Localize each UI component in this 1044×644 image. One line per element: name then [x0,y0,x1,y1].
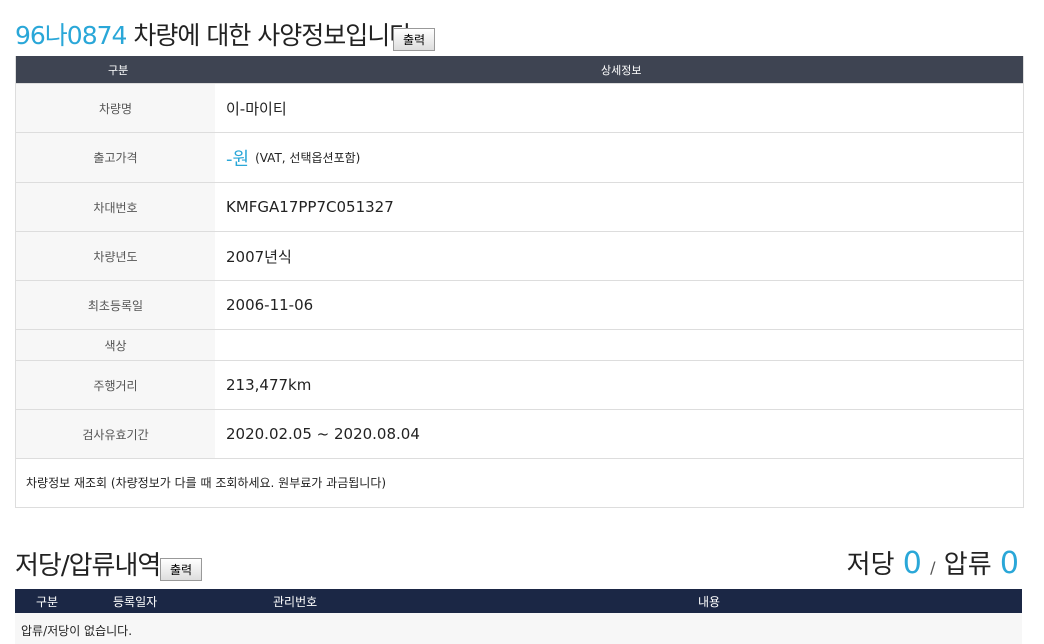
seizure-label: 압류 [943,550,992,580]
value-text: 2006-11-06 [226,296,314,314]
print-button[interactable]: 출력 [160,558,203,581]
liens-title: 저당/압류내역 [15,551,161,581]
value-text: 2020.02.05 ~ 2020.08.04 [226,425,420,443]
seizure-count: 0 [999,546,1019,581]
row-value: 이-마이티 [226,84,287,132]
value-text: KMFGA17PP7C051327 [226,198,394,216]
row-value: KMFGA17PP7C051327 [226,183,394,231]
value-text: 이-마이티 [226,99,287,118]
separator: / [930,558,936,577]
value-text: -원 [226,148,250,170]
table-row: 색상 [16,329,1023,360]
table-row: 주행거리 213,477km [16,360,1023,409]
empty-message: 압류/저당이 없습니다. [21,624,133,638]
value-note: (VAT, 선택옵션포함) [255,151,361,165]
row-label: 출고가격 [16,133,215,182]
row-label: 최초등록일 [16,281,215,329]
print-button[interactable]: 출력 [393,28,436,51]
page-title: 96나0874 차량에 대한 사양정보입니다. [15,16,419,52]
row-label: 차량명 [16,84,215,132]
table-row: 차대번호 KMFGA17PP7C051327 [16,182,1023,231]
liens-empty-row: 압류/저당이 없습니다. [15,613,1022,644]
mortgage-label: 저당 [846,550,895,580]
column: 구분 [36,595,59,609]
table-row: 출고가격 -원 (VAT, 선택옵션포함) [16,132,1023,182]
row-value: 213,477km [226,361,311,409]
table-header: 구분 상세정보 [16,56,1023,83]
row-value: 2020.02.05 ~ 2020.08.04 [226,410,420,458]
refresh-note[interactable]: 차량정보 재조회 (차량정보가 다를 때 조회하세요. 원부료가 과금됩니다) [26,476,387,490]
row-value: -원 (VAT, 선택옵션포함) [226,133,360,182]
row-label: 주행거리 [16,361,215,409]
value-text: 2007년식 [226,247,292,266]
header-label: 구분 [108,64,129,77]
row-label: 검사유효기간 [16,410,215,458]
title-text: 차량에 대한 사양정보입니다. [133,21,419,50]
row-label: 색상 [16,330,215,360]
header-detail: 상세정보 [601,64,642,77]
row-value: 2006-11-06 [226,281,313,329]
table-row: 차량명 이-마이티 [16,83,1023,132]
mortgage-count: 0 [902,546,922,581]
value-text: 213,477km [226,376,312,394]
table-row: 최초등록일 2006-11-06 [16,280,1023,329]
liens-summary: 저당 0 / 압류 0 [847,544,1019,581]
column: 관리번호 [273,595,318,609]
row-label: 차량년도 [16,232,215,280]
column: 내용 [698,595,721,609]
plate: 96나0874 [15,21,127,50]
refresh-row: 차량정보 재조회 (차량정보가 다를 때 조회하세요. 원부료가 과금됩니다) [16,458,1023,507]
table-row: 검사유효기간 2020.02.05 ~ 2020.08.04 [16,409,1023,458]
table-row: 차량년도 2007년식 [16,231,1023,280]
row-value: 2007년식 [226,232,292,280]
column: 등록일자 [113,595,158,609]
liens-header: 구분 등록일자 관리번호 내용 [15,589,1022,613]
row-label: 차대번호 [16,183,215,231]
